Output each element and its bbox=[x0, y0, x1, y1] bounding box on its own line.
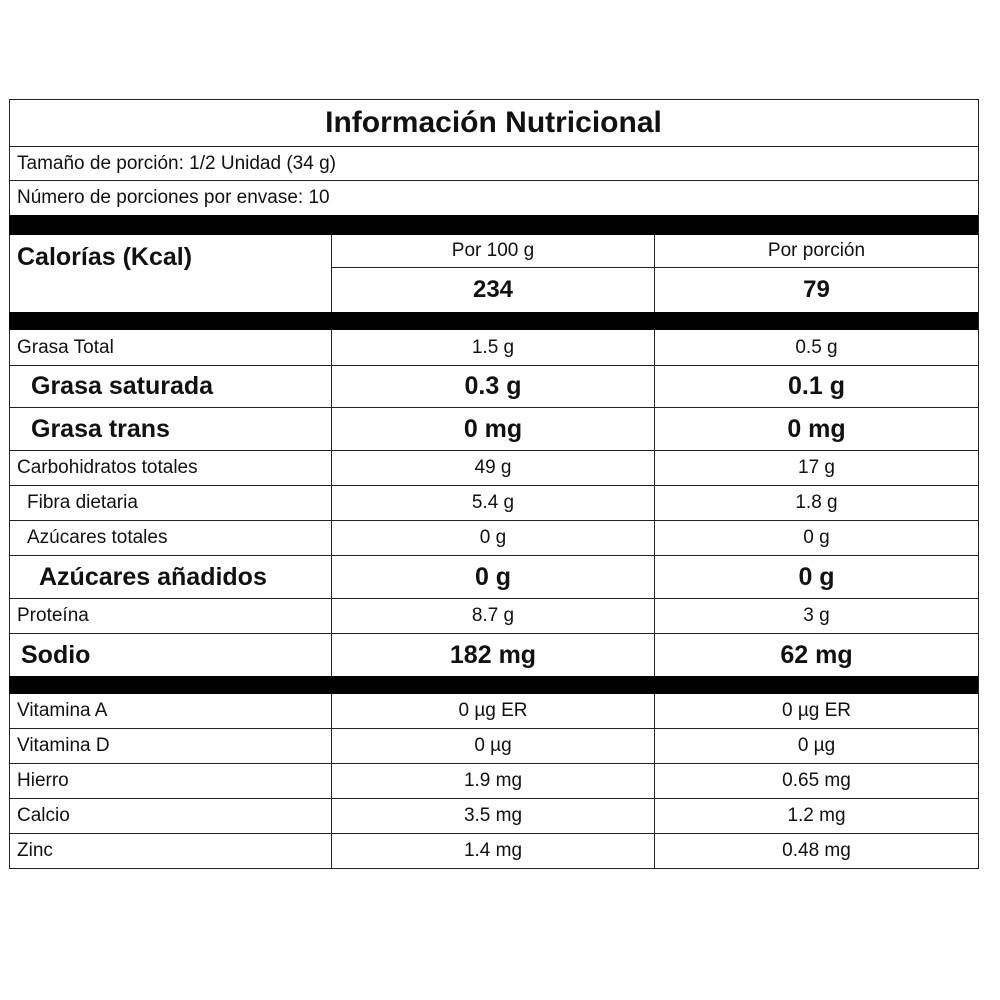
per-serving-value: 1.2 mg bbox=[655, 799, 978, 834]
nutrient-name: Grasa saturada bbox=[9, 366, 332, 408]
per-serving-value: 0.5 g bbox=[655, 330, 978, 366]
nutrient-name: Proteína bbox=[9, 599, 332, 634]
calories-label: Calorías (Kcal) bbox=[9, 235, 332, 312]
per-100g-value: 0 g bbox=[332, 556, 655, 599]
nutrient-name: Sodio bbox=[9, 634, 332, 676]
nutrient-name: Grasa trans bbox=[9, 408, 332, 451]
per-100g-value: 0 g bbox=[332, 521, 655, 556]
per-serving-value: 3 g bbox=[655, 599, 978, 634]
per-100g-value: 3.5 mg bbox=[332, 799, 655, 834]
per-100g-value: 0 µg bbox=[332, 729, 655, 764]
per-serving-value: 0 mg bbox=[655, 408, 978, 451]
micronutrient-name: Zinc bbox=[9, 834, 332, 868]
divider-bar bbox=[9, 215, 978, 235]
per-serving-value: 0 g bbox=[655, 556, 978, 599]
per-serving-value: 0.48 mg bbox=[782, 840, 851, 861]
per-serving-value: 0 µg bbox=[655, 729, 978, 764]
per-100g-value: 1.9 mg bbox=[332, 764, 655, 799]
nutrient-name: Azúcares totales bbox=[9, 521, 332, 556]
per-100g-value: 49 g bbox=[332, 451, 655, 486]
per-serving-value: 0 g bbox=[655, 521, 978, 556]
divider-bar bbox=[9, 676, 978, 694]
title: Información Nutricional bbox=[9, 99, 978, 147]
per-100g-value: 1.5 g bbox=[332, 330, 655, 366]
per-100g-value: 0.3 g bbox=[332, 366, 655, 408]
nutrient-name: Fibra dietaria bbox=[9, 486, 332, 521]
per-serving-value: 0.1 g bbox=[655, 366, 978, 408]
per-serving-value: 1.8 g bbox=[655, 486, 978, 521]
per-100g-value: 0 mg bbox=[332, 408, 655, 451]
per-100g-value: 8.7 g bbox=[332, 599, 655, 634]
divider-bar bbox=[9, 312, 978, 330]
column-header: Por 100 g bbox=[332, 235, 655, 268]
micronutrient-name: Vitamina A bbox=[9, 694, 332, 729]
per-serving-value: 17 g bbox=[655, 451, 978, 486]
per-100g-value: 182 mg bbox=[332, 634, 655, 676]
per-100g-value: 1.4 mg bbox=[332, 834, 655, 868]
per-100g-value: 0 µg ER bbox=[332, 694, 655, 729]
label-frame bbox=[9, 99, 979, 869]
nutrient-name: Azúcares añadidos bbox=[9, 556, 332, 599]
nutrient-name: Grasa Total bbox=[9, 330, 332, 366]
per-serving-value: 0.65 mg bbox=[655, 764, 978, 799]
per-serving-value: 0 µg ER bbox=[655, 694, 978, 729]
micronutrient-name: Vitamina D bbox=[9, 729, 332, 764]
column-header: Por porción bbox=[655, 235, 978, 268]
nutrient-name: Carbohidratos totales bbox=[9, 451, 332, 486]
servings-per-container: Número de porciones por envase: 10 bbox=[17, 187, 330, 208]
micronutrient-name: Calcio bbox=[9, 799, 332, 834]
micronutrient-name: Hierro bbox=[9, 764, 332, 799]
serving-size: Tamaño de porción: 1/2 Unidad (34 g) bbox=[9, 147, 978, 181]
calories-value: 234 bbox=[332, 268, 655, 312]
per-100g-value: 5.4 g bbox=[332, 486, 655, 521]
per-serving-value: 62 mg bbox=[780, 640, 853, 669]
calories-value: 79 bbox=[803, 276, 830, 303]
